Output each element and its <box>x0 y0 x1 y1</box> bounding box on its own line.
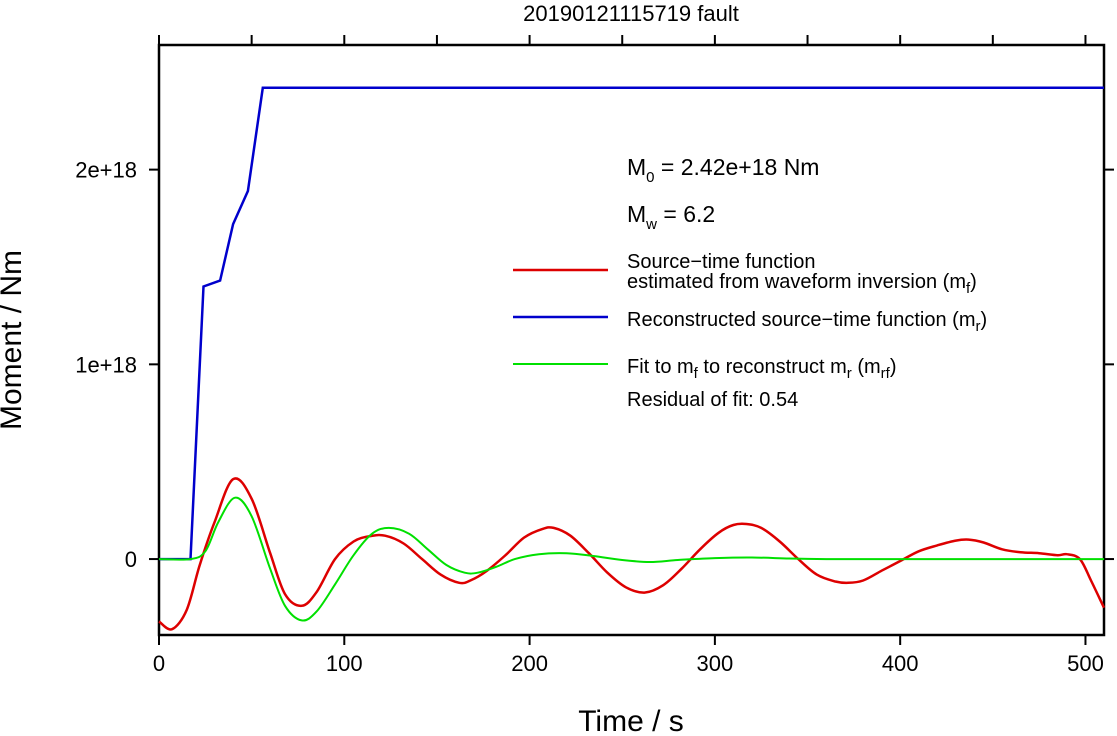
residual-annotation: Residual of fit: 0.54 <box>627 389 798 411</box>
legend-label-mf-line1: Source−time function <box>627 251 815 273</box>
m0-annotation: M0 = 2.42e+18 Nm <box>627 154 819 186</box>
x-tick-label: 500 <box>1067 651 1104 676</box>
legend-label-mr: Reconstructed source−time function (mr) <box>627 309 987 335</box>
y-tick-label: 1e+18 <box>75 352 137 377</box>
x-tick-label: 200 <box>511 651 548 676</box>
series-line-mrf <box>158 496 1104 622</box>
legend-label-mrf: Fit to mf to reconstruct mr (mrf) <box>627 356 897 382</box>
mw-annotation: Mw = 6.2 <box>627 201 715 233</box>
x-axis-label: Time / s <box>578 705 684 736</box>
y-axis: 0 1e+18 2e+18 <box>75 158 1114 572</box>
x-tick-label: 100 <box>326 651 363 676</box>
chart-title: 20190121115719 fault <box>523 1 739 26</box>
series-line-mf <box>158 477 1106 631</box>
legend: Source−time function estimated from wave… <box>513 251 987 411</box>
y-axis-label: Moment / Nm <box>0 250 28 430</box>
y-tick-label: 2e+18 <box>75 158 137 183</box>
x-tick-label: 300 <box>697 651 734 676</box>
x-tick-label: 400 <box>882 651 919 676</box>
legend-label-mf-line2: estimated from waveform inversion (mf) <box>627 271 977 297</box>
series-line-mr <box>159 86 1104 561</box>
x-tick-label: 0 <box>153 651 165 676</box>
x-axis: 0 100 200 300 400 500 <box>153 35 1104 676</box>
y-tick-label: 0 <box>125 547 137 572</box>
series-lines <box>158 86 1106 631</box>
plot-frame <box>157 43 1106 637</box>
